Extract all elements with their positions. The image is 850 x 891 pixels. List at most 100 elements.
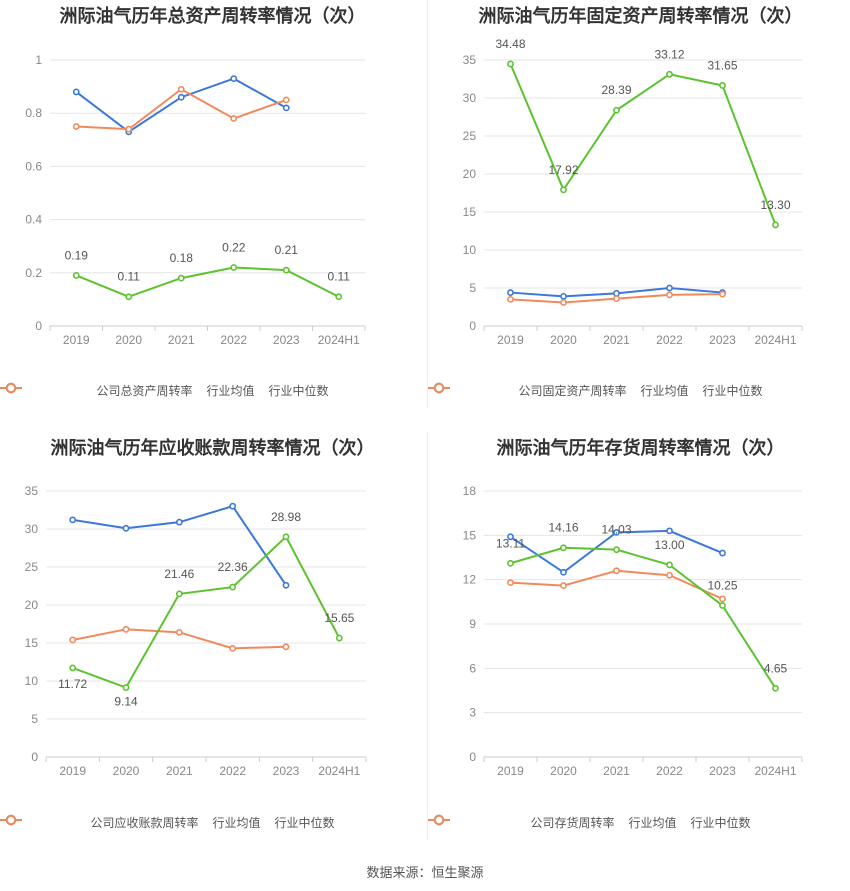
data-label: 4.65 — [764, 661, 788, 675]
data-point-company[interactable] — [666, 561, 673, 569]
chart-legend[interactable]: 公司存货周转率 行业均值 行业中位数 — [428, 814, 850, 831]
legend-item-median[interactable]: 行业中位数 — [0, 814, 335, 831]
data-point-avg[interactable] — [282, 581, 290, 589]
data-point-company[interactable] — [560, 544, 567, 552]
data-point-company[interactable] — [230, 264, 238, 271]
data-point-company[interactable] — [507, 559, 514, 567]
legend-item-avg[interactable]: 行业均值 — [0, 382, 255, 399]
data-point-avg[interactable] — [666, 284, 673, 292]
data-point-avg[interactable] — [69, 516, 77, 524]
legend-swatch-icon — [428, 382, 450, 394]
chart-legend[interactable]: 公司总资产周转率 行业均值 行业中位数 — [0, 382, 425, 399]
data-point-avg[interactable] — [613, 528, 620, 536]
y-tick-label: 1 — [35, 53, 42, 67]
legend-item-median[interactable]: 行业中位数 — [428, 814, 751, 831]
x-tick-label: 2023 — [709, 764, 736, 778]
data-point-avg[interactable] — [282, 104, 290, 112]
data-point-company[interactable] — [72, 272, 80, 279]
data-point-avg[interactable] — [122, 524, 130, 532]
x-tick-label: 2024H1 — [754, 333, 796, 347]
data-point-company[interactable] — [560, 186, 567, 194]
legend-item-avg[interactable]: 行业均值 — [0, 814, 261, 831]
data-point-median[interactable] — [613, 567, 620, 575]
data-point-company[interactable] — [613, 546, 620, 554]
data-point-company[interactable] — [177, 274, 185, 282]
legend-item-company[interactable]: 公司存货周转率 — [428, 814, 614, 831]
x-tick-label: 2023 — [273, 333, 300, 347]
legend-item-company[interactable]: 公司应收账款周转率 — [0, 814, 198, 831]
legend-item-company[interactable]: 公司固定资产周转率 — [428, 382, 627, 399]
legend-label: 行业均值 — [640, 384, 689, 398]
data-label: 21.46 — [164, 567, 194, 581]
data-point-median[interactable] — [69, 636, 77, 644]
data-label: 0.19 — [65, 248, 89, 262]
data-point-median[interactable] — [122, 625, 130, 633]
legend-label: 公司固定资产周转率 — [518, 384, 627, 398]
data-point-median[interactable] — [230, 115, 238, 122]
data-point-avg[interactable] — [175, 518, 183, 526]
data-point-median[interactable] — [72, 123, 80, 130]
data-point-median[interactable] — [507, 295, 514, 303]
data-point-median[interactable] — [229, 644, 237, 652]
legend-item-company[interactable]: 公司总资产周转率 — [0, 382, 192, 399]
data-point-company[interactable] — [282, 533, 290, 541]
y-tick-label: 30 — [25, 522, 39, 536]
data-point-median[interactable] — [719, 595, 726, 603]
data-point-company[interactable] — [175, 590, 183, 598]
legend-item-avg[interactable]: 行业均值 — [428, 814, 677, 831]
data-point-avg[interactable] — [229, 502, 237, 510]
data-point-company[interactable] — [719, 602, 726, 609]
legend-item-avg[interactable]: 行业均值 — [428, 382, 689, 399]
data-label: 28.98 — [271, 510, 301, 524]
data-point-company[interactable] — [507, 60, 514, 68]
data-point-median[interactable] — [719, 290, 726, 298]
data-point-company[interactable] — [335, 293, 343, 301]
data-point-avg[interactable] — [719, 549, 726, 557]
data-point-company[interactable] — [666, 70, 673, 78]
data-point-avg[interactable] — [560, 568, 567, 576]
legend-label: 行业中位数 — [690, 816, 751, 830]
data-point-company[interactable] — [719, 82, 726, 89]
data-point-company[interactable] — [125, 293, 133, 301]
data-point-median[interactable] — [560, 582, 567, 589]
chart-legend[interactable]: 公司固定资产周转率 行业均值 行业中位数 — [428, 382, 850, 399]
data-point-avg[interactable] — [72, 88, 80, 96]
data-point-median[interactable] — [175, 628, 183, 636]
chart-legend[interactable]: 公司应收账款周转率 行业均值 行业中位数 — [0, 814, 425, 831]
data-point-company[interactable] — [229, 583, 237, 591]
data-point-company[interactable] — [613, 106, 620, 114]
legend-item-median[interactable]: 行业中位数 — [428, 382, 763, 399]
data-point-median[interactable] — [125, 125, 133, 133]
x-tick-label: 2021 — [603, 333, 630, 347]
series-line-company — [509, 63, 777, 226]
data-point-median[interactable] — [177, 85, 185, 93]
data-point-median[interactable] — [666, 571, 673, 579]
data-point-company[interactable] — [69, 664, 77, 672]
y-tick-label: 10 — [463, 243, 477, 257]
data-point-median[interactable] — [282, 643, 290, 651]
data-point-company[interactable] — [772, 221, 779, 229]
data-point-median[interactable] — [282, 96, 290, 104]
data-point-median[interactable] — [507, 579, 514, 587]
legend-swatch-icon — [0, 814, 22, 826]
data-point-avg[interactable] — [507, 533, 514, 541]
data-point-avg[interactable] — [230, 75, 238, 83]
data-point-company[interactable] — [122, 684, 130, 691]
data-label: 11.72 — [58, 677, 87, 691]
data-point-company[interactable] — [282, 266, 290, 274]
data-point-avg[interactable] — [507, 289, 514, 296]
data-source-note: 数据来源：恒生聚源 — [366, 865, 484, 880]
legend-item-median[interactable]: 行业中位数 — [0, 382, 329, 399]
data-point-company[interactable] — [772, 684, 779, 692]
x-tick-label: 2020 — [115, 333, 142, 347]
data-point-avg[interactable] — [177, 93, 185, 101]
data-label: 13.30 — [760, 198, 790, 212]
data-point-median[interactable] — [613, 295, 620, 303]
data-point-median[interactable] — [666, 291, 673, 299]
data-point-company[interactable] — [335, 634, 343, 642]
data-point-avg[interactable] — [560, 292, 567, 300]
data-point-avg[interactable] — [666, 527, 673, 535]
data-point-avg[interactable] — [613, 289, 620, 297]
x-tick-label: 2019 — [63, 333, 90, 347]
data-point-median[interactable] — [560, 299, 567, 306]
